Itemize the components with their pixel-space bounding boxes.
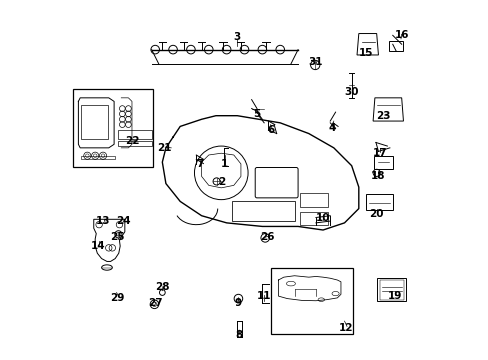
Text: 6: 6 <box>267 125 274 135</box>
Text: 20: 20 <box>368 209 383 219</box>
Bar <box>299 212 328 225</box>
Bar <box>388 41 403 51</box>
Text: 17: 17 <box>372 148 387 158</box>
Bar <box>365 194 392 210</box>
Bar <box>81 105 107 139</box>
Text: 18: 18 <box>370 171 385 181</box>
Text: 25: 25 <box>110 232 124 242</box>
Text: 11: 11 <box>256 291 271 301</box>
Bar <box>373 156 393 169</box>
Text: 9: 9 <box>234 298 242 308</box>
Text: 3: 3 <box>233 32 241 42</box>
Text: 12: 12 <box>338 323 353 333</box>
Text: 7: 7 <box>196 159 203 169</box>
Text: 5: 5 <box>253 109 260 119</box>
Bar <box>73 89 153 167</box>
Bar <box>379 280 403 300</box>
Text: 30: 30 <box>344 87 358 98</box>
Bar <box>299 193 328 207</box>
Text: 21: 21 <box>157 143 171 153</box>
Text: 27: 27 <box>147 298 162 308</box>
Text: 26: 26 <box>260 232 274 242</box>
Text: 31: 31 <box>308 57 323 67</box>
Text: 15: 15 <box>358 48 372 58</box>
Text: 8: 8 <box>235 330 242 341</box>
Text: 28: 28 <box>155 282 169 292</box>
Text: 23: 23 <box>376 111 390 121</box>
Bar <box>81 156 115 159</box>
Text: 16: 16 <box>394 30 408 40</box>
Text: 29: 29 <box>110 293 124 303</box>
Bar <box>271 267 353 334</box>
Text: 10: 10 <box>315 212 330 222</box>
Text: 19: 19 <box>386 291 401 301</box>
Text: 24: 24 <box>116 216 130 226</box>
Text: 14: 14 <box>91 241 105 251</box>
Text: 13: 13 <box>96 216 110 226</box>
Text: 2: 2 <box>217 177 224 187</box>
Bar <box>231 202 294 221</box>
Text: 4: 4 <box>327 123 335 133</box>
Text: 22: 22 <box>124 136 139 146</box>
Text: 1: 1 <box>221 159 228 169</box>
Bar <box>377 278 405 301</box>
Bar <box>118 141 151 146</box>
Bar <box>118 130 151 139</box>
